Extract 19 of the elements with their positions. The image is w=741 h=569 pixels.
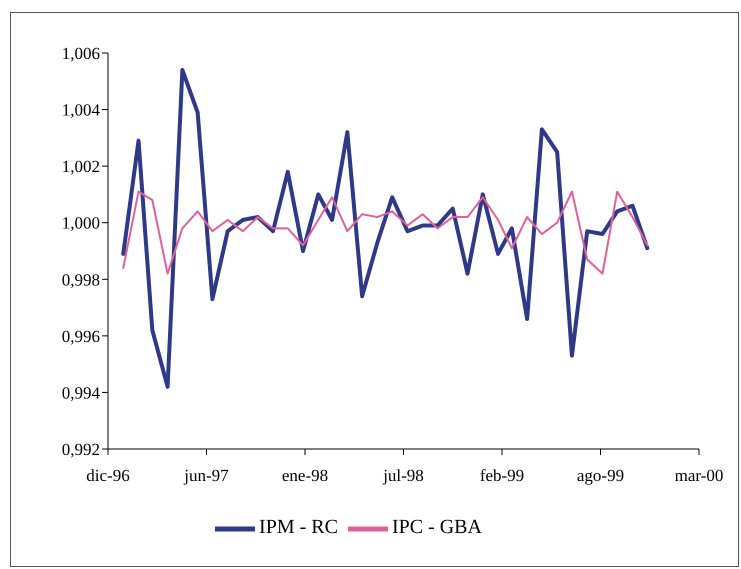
y-tick-label: 1,000 bbox=[62, 214, 100, 233]
x-tick-label: feb-99 bbox=[480, 466, 524, 486]
x-tick-label: ene-98 bbox=[282, 466, 328, 486]
y-tick-label: 1,006 bbox=[62, 44, 100, 64]
line-series bbox=[121, 68, 650, 389]
y-tick-label: 0,992 bbox=[62, 440, 100, 460]
legend-label: IPM - RC bbox=[259, 516, 338, 538]
x-tick-label: mar-00 bbox=[674, 466, 724, 486]
y-tick-label: 1,002 bbox=[62, 157, 100, 176]
x-tick-label: dic-96 bbox=[86, 466, 130, 486]
legend-label: IPC - GBA bbox=[392, 516, 482, 538]
line-series bbox=[122, 190, 648, 275]
x-tick-label: jun-97 bbox=[183, 466, 230, 486]
y-tick-label: 0,996 bbox=[62, 326, 100, 346]
y-tick-label: 0,998 bbox=[62, 270, 100, 290]
y-tick-label: 1,004 bbox=[62, 100, 100, 120]
x-tick-label: jul-98 bbox=[382, 466, 424, 486]
y-tick-label: 0,994 bbox=[62, 383, 100, 402]
x-tick-label: ago-99 bbox=[576, 466, 624, 486]
